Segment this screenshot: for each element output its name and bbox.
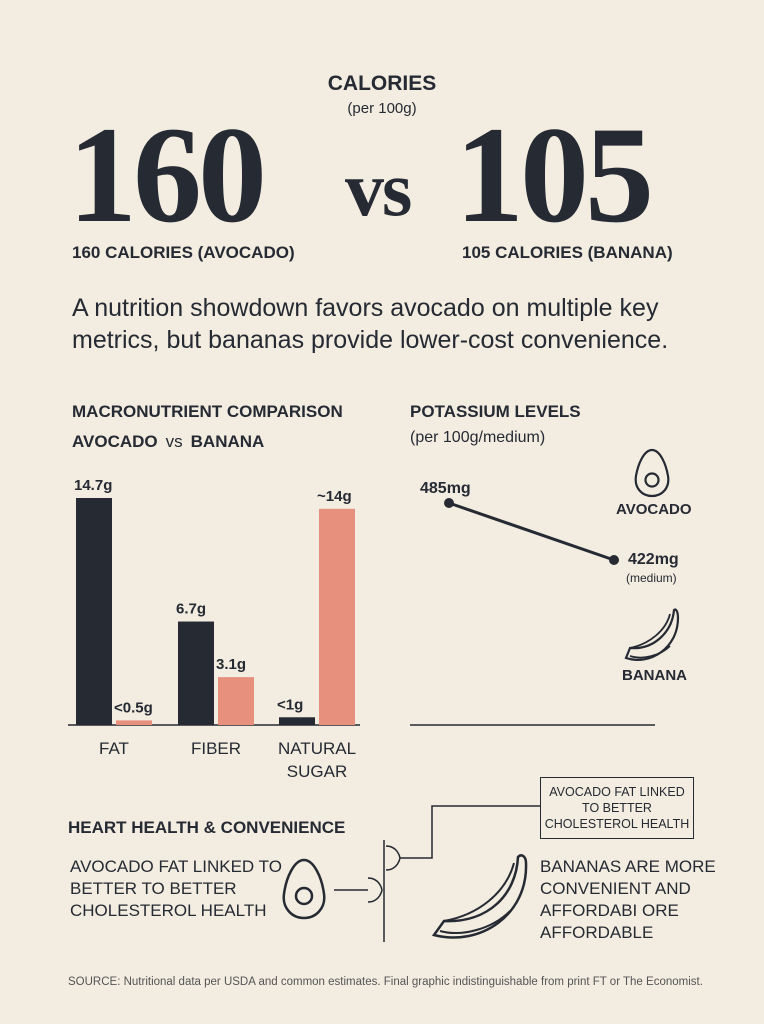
bar-value-label: <1g — [277, 696, 303, 713]
headline: A nutrition showdown favors avocado on m… — [72, 294, 669, 354]
legend-avocado: AVOCADO — [72, 432, 158, 451]
heart-health-title: HEART HEALTH & CONVENIENCE — [68, 818, 346, 837]
potassium-avocado-label: AVOCADO — [616, 501, 692, 518]
potassium-label-avocado: 485mg — [420, 480, 471, 497]
calories-title: CALORIES — [327, 72, 437, 95]
category-label: NATURAL — [278, 739, 356, 758]
connector-bracket-upper — [385, 845, 401, 871]
banana-heart-icon — [431, 854, 528, 939]
avocado-heart-icon — [282, 858, 326, 920]
bar-avocado-fat — [76, 498, 112, 725]
category-label: FIBER — [191, 739, 241, 758]
avocado-icon — [634, 448, 670, 498]
bar-value-label: 14.7g — [74, 477, 112, 494]
potassium-label-banana: 422mg — [628, 551, 679, 568]
potassium-line-chart: 485mg 422mg (medium) AVOCADO BANANA — [410, 448, 692, 726]
heart-callout-box: AVOCADO FAT LINKED TO BETTER CHOLESTEROL… — [540, 777, 694, 839]
potassium-subtitle: (per 100g/medium) — [410, 429, 546, 446]
avocado-calories-number: 160 — [68, 98, 267, 251]
calories-subtitle: (per 100g) — [347, 100, 417, 117]
potassium-banana-label: BANANA — [622, 667, 687, 684]
vs-label: vs — [345, 145, 412, 232]
bar-avocado-fiber — [178, 621, 214, 725]
bar-value-label: ~14g — [317, 488, 352, 505]
potassium-point-banana — [609, 555, 619, 565]
banana-icon — [624, 608, 680, 661]
banana-calories-number: 105 — [455, 98, 654, 251]
bar-value-label: <0.5g — [114, 699, 153, 716]
category-label: FAT — [99, 739, 129, 758]
potassium-title: POTASSIUM LEVELS — [410, 402, 581, 421]
potassium-series-line — [448, 501, 615, 562]
avocado-calories-label: 160 CALORIES (AVOCADO) — [72, 243, 295, 262]
heart-right-text: BANANAS ARE MORE CONVENIENT AND AFFORDAB… — [540, 857, 716, 942]
bar-value-label: 6.7g — [176, 601, 206, 618]
potassium-banana-note: (medium) — [626, 571, 677, 585]
macro-chart-title: MACRONUTRIENT COMPARISON — [72, 402, 343, 421]
connector-bracket-lower — [367, 877, 383, 903]
connector-to-box — [400, 805, 540, 859]
source-note: SOURCE: Nutritional data per USDA and co… — [68, 976, 703, 988]
bar-avocado-natural-sugar — [279, 717, 315, 725]
macro-bar-chart: 14.7g <0.5g FAT 6.7g 3.1g FIBER <1g ~14g NATURAL… — [68, 477, 360, 781]
bar-banana-fat — [116, 720, 152, 725]
bar-value-label: 3.1g — [216, 656, 246, 673]
heart-left-text: AVOCADO FAT LINKED TO BETTER TO BETTER C… — [70, 857, 282, 920]
category-label: SUGAR — [287, 762, 347, 781]
bar-banana-fiber — [218, 677, 254, 725]
heart-health-diagram — [282, 805, 540, 942]
legend-vs: vs — [165, 432, 183, 451]
potassium-point-avocado — [444, 498, 454, 508]
legend-banana: BANANA — [190, 432, 265, 451]
bar-banana-natural-sugar — [319, 508, 355, 725]
banana-calories-label: 105 CALORIES (BANANA) — [462, 243, 673, 262]
macro-legend: AVOCADO vs BANANA — [72, 432, 264, 452]
